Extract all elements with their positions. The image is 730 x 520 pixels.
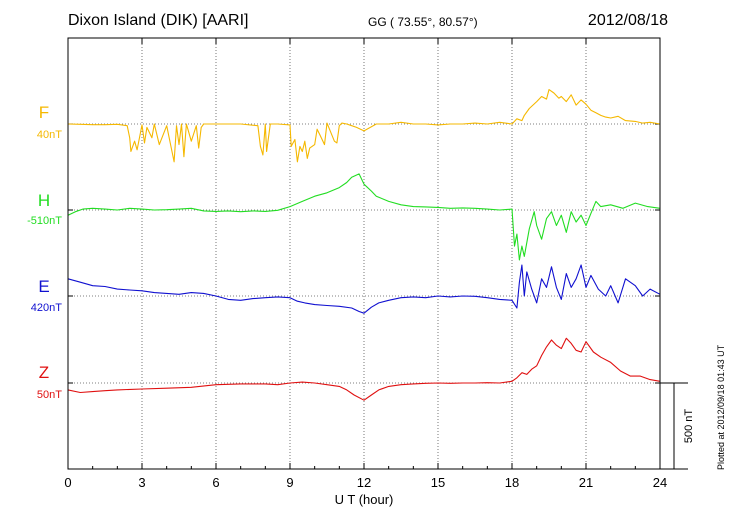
- x-tick-label: 21: [579, 475, 593, 490]
- x-axis-label: U T (hour): [335, 492, 394, 507]
- plotted-timestamp: Plotted at 2012/09/18 01:43 UT: [716, 344, 726, 470]
- series-line-H: [67, 173, 661, 261]
- series-baseline-label-Z: 50nT: [37, 389, 62, 401]
- x-tick-label: 3: [138, 475, 145, 490]
- x-tick-label: 12: [357, 475, 371, 490]
- series-label-E: E: [38, 277, 49, 296]
- chart-date: 2012/08/18: [587, 12, 668, 29]
- series-baseline-label-H: -510nT: [27, 215, 62, 227]
- chart-title: Dixon Island (DIK) [AARI]: [68, 12, 249, 29]
- series-baseline-label-E: 420nT: [31, 302, 62, 314]
- series-line-E: [67, 264, 661, 314]
- x-tick-label: 18: [505, 475, 519, 490]
- plot-frame: [67, 37, 661, 470]
- x-tick-label: 24: [653, 475, 667, 490]
- x-tick-label: 0: [64, 475, 71, 490]
- series-line-Z: [67, 337, 661, 401]
- series-baseline-label-F: 40nT: [37, 129, 62, 141]
- series-label-Z: Z: [39, 363, 49, 382]
- x-tick-label: 6: [212, 475, 219, 490]
- series-label-H: H: [38, 191, 50, 210]
- series-line-F: [67, 89, 661, 163]
- x-tick-label: 15: [431, 475, 445, 490]
- x-tick-label: 9: [286, 475, 293, 490]
- scale-bar-label: 500 nT: [683, 409, 695, 444]
- station-coordinates: GG ( 73.55°, 80.57°): [368, 15, 478, 29]
- series-label-F: F: [39, 103, 49, 122]
